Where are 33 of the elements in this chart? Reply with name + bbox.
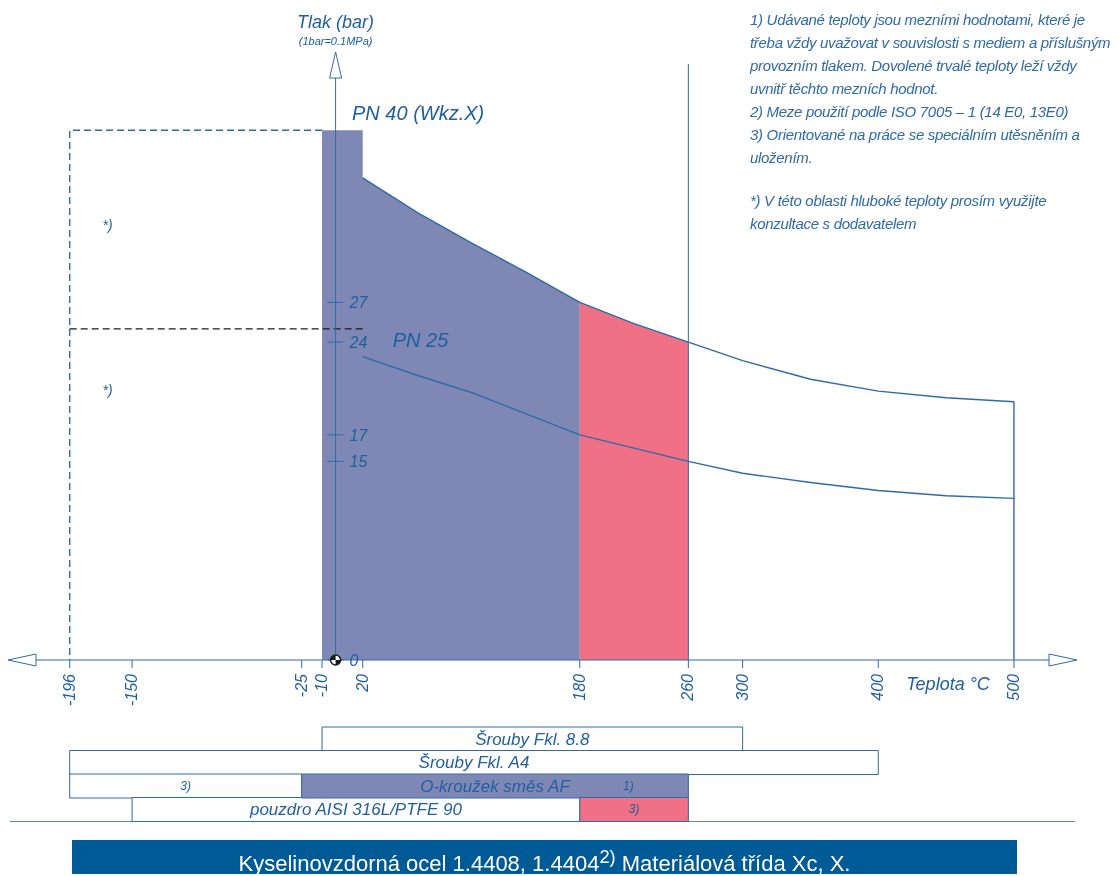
x-axis-title: Teplota °C — [906, 674, 991, 694]
category-label: pouzdro AISI 316L/PTFE 90 — [249, 800, 462, 820]
x-tick-label: 260 — [679, 673, 697, 702]
annotation: *) V této oblasti hluboké teploty prosím využijte konzultace s dodavatelem — [750, 191, 1048, 234]
chart-subtitle: (1bar=0.1MPa) — [298, 35, 373, 47]
text: Kyselinovzdorná ocel 1.4408, 1.4404$^{2)}$ Materiálová třída Xc, X. — [72, 840, 1017, 876]
x-tick-label: 180 — [570, 673, 588, 701]
x-tick-label: 20 — [353, 673, 371, 693]
x-tick-label: 300 — [733, 673, 751, 701]
x-tick-label: 500 — [1004, 673, 1022, 701]
x-tick-label: -10 — [313, 673, 331, 698]
x-tick-label: -25 — [292, 673, 310, 698]
annotation: *) — [102, 382, 113, 399]
series-label: PN 40 (Wkz.X) — [352, 102, 485, 125]
y-tick-label: 15 — [349, 453, 368, 471]
series-label: PN 25 — [392, 328, 450, 351]
annotation: 3) — [180, 778, 192, 793]
y-tick-label: 27 — [348, 294, 369, 312]
annotation: 2) Meze použití podle ISO 7005 – 1 (14 E0, 13E0) — [750, 102, 1070, 122]
annotation: 1) Udávané teploty jsou mezními hodnotami, které je třeba vždy uvažovat v souvislosti s mediem a příslušným provozním tlakem. Dovolené trvalé teploty leží vždy uvnitř těchto mezních hodnot. — [750, 10, 1112, 99]
x-tick-label: -150 — [123, 673, 141, 707]
y-tick-label: 24 — [348, 334, 368, 352]
category-label: O-kroužek směs AF — [420, 776, 570, 796]
category-label: Šrouby Fkl. A4 — [418, 753, 530, 773]
x-tick-label: 400 — [869, 673, 887, 701]
annotation: 3) Orientované na práce se speciálním utěsněním a uložením. — [750, 125, 1081, 168]
annotation: 3) — [628, 802, 640, 817]
y-tick-label: 17 — [349, 426, 369, 444]
annotation: 1) — [623, 778, 634, 793]
annotation: *) — [102, 216, 113, 233]
x-tick-label: -196 — [60, 673, 78, 707]
category-label: Šrouby Fkl. 8.8 — [475, 729, 590, 749]
y-axis-title: Tlak (bar) — [297, 12, 375, 32]
